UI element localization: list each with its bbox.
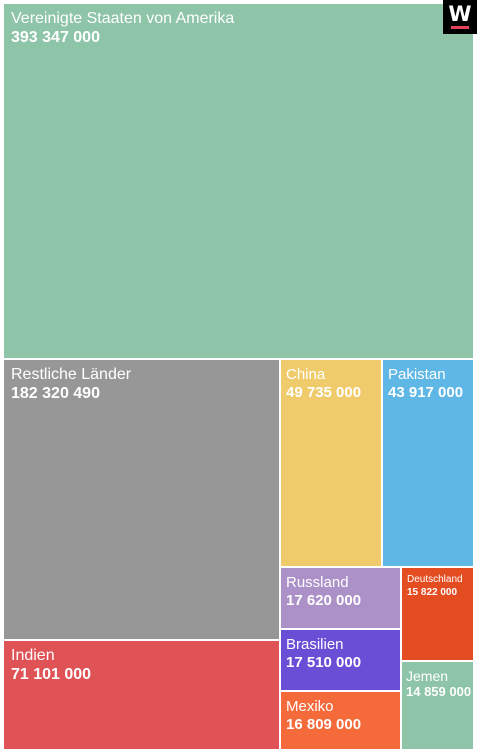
tile-label: Vereinigte Staaten von Amerika xyxy=(11,10,235,27)
tile-value: 71 101 000 xyxy=(11,666,92,684)
tile-label: China xyxy=(286,366,326,383)
treemap-tile-pakistan[interactable]: Pakistan 43 917 000 xyxy=(382,359,474,567)
tile-value: 393 347 000 xyxy=(11,29,100,47)
tile-value: 16 809 000 xyxy=(286,716,362,734)
treemap-tile-indien[interactable]: Indien 71 101 000 xyxy=(3,640,280,750)
treemap-tile-jemen[interactable]: Jemen 14 859 000 xyxy=(401,661,474,750)
treemap-tile-mexiko[interactable]: Mexiko 16 809 000 xyxy=(280,691,401,750)
treemap-tile-restliche-l-nder[interactable]: Restliche Länder 182 320 490 xyxy=(3,359,280,640)
tile-label: Jemen xyxy=(406,668,449,684)
tile-value: 17 510 000 xyxy=(286,654,362,672)
tile-label: Mexiko xyxy=(286,698,334,715)
treemap-tile-russland[interactable]: Russland 17 620 000 xyxy=(280,567,401,629)
treemap-tile-vereinigte-staaten-von-amerika[interactable]: Vereinigte Staaten von Amerika 393 347 00… xyxy=(3,3,474,359)
tile-value: 182 320 490 xyxy=(11,385,100,403)
treemap-tile-brasilien[interactable]: Brasilien 17 510 000 xyxy=(280,629,401,691)
treemap-tile-deutschland[interactable]: Deutschland 15 822 000 xyxy=(401,567,474,661)
w-logo-icon[interactable]: W xyxy=(443,0,477,34)
treemap-tile-china[interactable]: China 49 735 000 xyxy=(280,359,382,567)
tile-value: 14 859 000 xyxy=(406,684,472,700)
logo-accent-bar xyxy=(451,26,469,29)
tile-label: Deutschland xyxy=(407,574,463,585)
tile-value: 15 822 000 xyxy=(407,586,458,598)
tile-label: Russland xyxy=(286,574,349,591)
tile-value: 43 917 000 xyxy=(388,384,464,402)
tile-label: Restliche Länder xyxy=(11,366,132,383)
logo-letter: W xyxy=(448,2,472,26)
tile-value: 17 620 000 xyxy=(286,592,362,610)
tile-value: 49 735 000 xyxy=(286,384,362,402)
tile-label: Pakistan xyxy=(388,366,446,383)
tile-label: Indien xyxy=(11,647,55,664)
tile-label: Brasilien xyxy=(286,636,344,653)
